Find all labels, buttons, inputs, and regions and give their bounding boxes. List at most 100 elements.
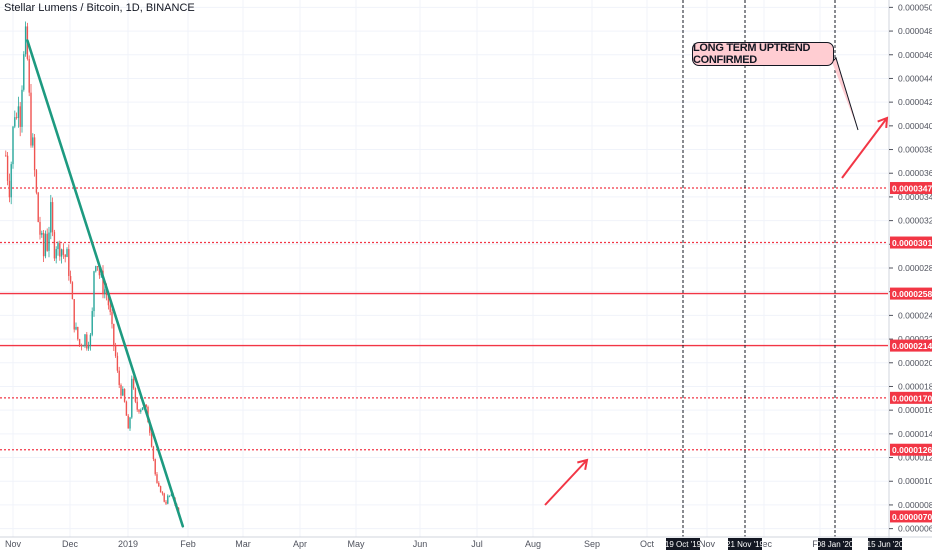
candle-body — [44, 233, 47, 257]
candle-body — [168, 495, 171, 497]
time-flag — [868, 538, 902, 550]
price-level-flag-label: 0.00003475 — [892, 184, 932, 194]
time-flag — [818, 538, 852, 550]
candle-body — [46, 233, 48, 251]
symbol-title: Stellar Lumens / Bitcoin, 1D, BINANCE — [4, 2, 195, 14]
candle-body — [138, 409, 140, 412]
time-flag — [666, 538, 700, 550]
price-level-flag — [890, 443, 932, 456]
candle-body — [87, 345, 90, 349]
candle-body — [21, 89, 23, 127]
time-flag — [728, 538, 762, 550]
candle-body — [98, 266, 101, 276]
candle-body — [42, 232, 45, 257]
candle-body — [158, 482, 160, 487]
candle-body — [53, 232, 56, 259]
candle-body — [57, 243, 59, 250]
uptrend-arrow-small — [544, 459, 588, 506]
candle-body — [17, 106, 20, 118]
callout-label[interactable]: LONG TERM UPTREND CONFIRMED — [692, 42, 834, 66]
candle-body — [14, 117, 16, 127]
price-axis-label: 0.00001400 — [898, 429, 932, 439]
price-axis-label: 0.00000800 — [898, 500, 932, 510]
candle-body — [129, 417, 131, 429]
price-axis-label: 0.00004800 — [898, 26, 932, 36]
candle-body — [154, 459, 156, 475]
candle-body — [149, 422, 151, 433]
candle-body — [132, 378, 135, 389]
time-axis-label: Dec — [756, 539, 773, 549]
candle-body — [71, 282, 74, 300]
candle-body — [30, 92, 32, 146]
candle-body — [50, 202, 52, 233]
price-level-flag — [890, 510, 932, 523]
candle-body — [127, 415, 129, 429]
candle-body — [64, 254, 66, 257]
price-level-flag — [890, 339, 932, 352]
price-level-flag-label: 0.00002584 — [892, 289, 932, 299]
candle-body — [62, 249, 65, 255]
candle-body — [134, 388, 137, 402]
candle-body — [89, 334, 92, 346]
candle-body — [23, 54, 25, 90]
candle-body — [41, 232, 43, 235]
price-level-flag — [890, 287, 932, 300]
candle-body — [150, 432, 153, 447]
candle-body — [156, 474, 158, 483]
time-axis-label: Dec — [62, 539, 79, 549]
candle-body — [161, 492, 164, 494]
price-axis-label: 0.00003600 — [898, 168, 932, 178]
candle-body — [39, 221, 41, 235]
candle-body — [125, 401, 128, 416]
time-axis-label: Oct — [640, 539, 655, 549]
candle-body — [69, 276, 72, 283]
candle-body — [78, 339, 81, 346]
candle-body — [93, 271, 95, 312]
candle-body — [37, 192, 39, 222]
candle-body — [48, 232, 50, 251]
time-axis-label: Mar — [235, 539, 251, 549]
price-level-flag-label: 0.00002145 — [892, 341, 932, 351]
price-axis-label: 0.00004000 — [898, 121, 932, 131]
candle-body — [96, 266, 99, 267]
candle-body — [80, 345, 83, 347]
candle-body — [159, 486, 162, 493]
time-axis-label: Nov — [699, 539, 716, 549]
price-axis-label: 0.00001600 — [898, 405, 932, 415]
uptrend-arrow-large-head — [877, 116, 889, 129]
candle-body — [107, 294, 110, 306]
candle-body — [167, 495, 169, 504]
candle-body — [114, 346, 117, 356]
time-axis-label: Nov — [5, 539, 22, 549]
time-axis-label: Jul — [471, 539, 483, 549]
candle-body — [5, 155, 7, 157]
candle-body — [66, 249, 68, 257]
candle-body — [136, 401, 138, 410]
time-axis-label: Sep — [584, 539, 600, 549]
candle-body — [145, 404, 147, 407]
candle-body — [118, 370, 120, 385]
time-axis-label: Feb — [180, 539, 196, 549]
candle-body — [19, 106, 21, 127]
candle-body — [86, 334, 88, 349]
price-axis-label: 0.00001000 — [898, 476, 932, 486]
candle-body — [111, 312, 113, 325]
price-level-flag — [890, 182, 932, 195]
time-axis-label: 2019 — [118, 539, 138, 549]
price-axis-label: 0.00002000 — [898, 358, 932, 368]
price-level-flag — [890, 236, 932, 249]
candle-body — [123, 388, 126, 402]
time-axis-label: Jun — [413, 539, 428, 549]
candle-body — [109, 305, 111, 313]
callout-pointer — [831, 57, 859, 131]
downtrend-line — [26, 39, 185, 528]
candle-body — [12, 126, 14, 165]
price-axis-label: 0.00000600 — [898, 524, 932, 534]
time-flag-label: 15 Jun '20 — [867, 540, 904, 549]
candle-body — [104, 289, 106, 295]
price-axis-label: 0.00001200 — [898, 453, 932, 463]
time-axis-label: Aug — [525, 539, 541, 549]
candle-body — [84, 334, 86, 346]
